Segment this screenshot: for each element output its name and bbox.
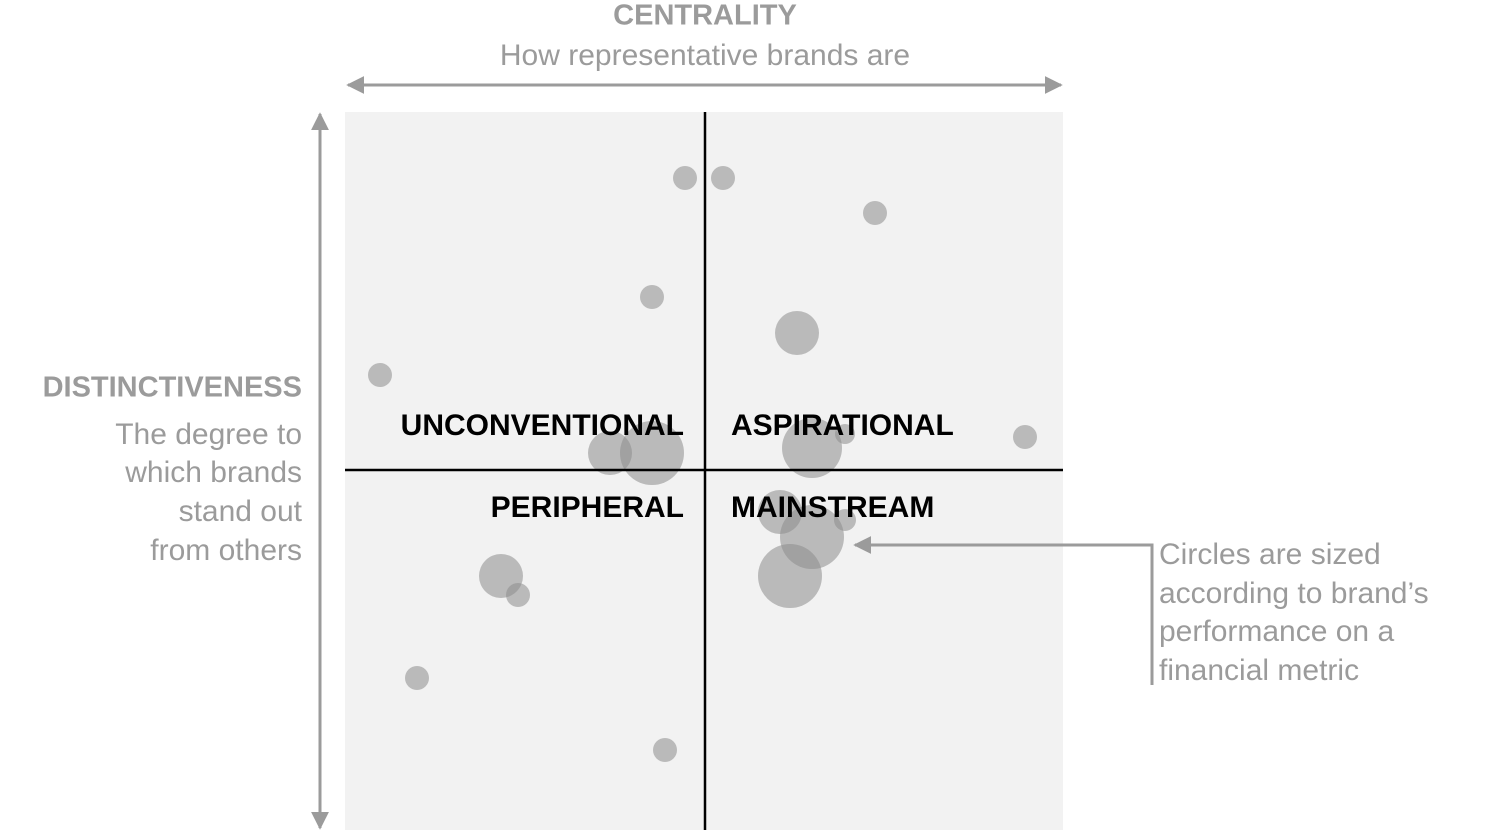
quadrant-label: UNCONVENTIONAL xyxy=(401,409,684,442)
left-axis-title: DISTINCTIVENESS xyxy=(43,372,302,404)
note-line: according to brand’s xyxy=(1159,577,1429,610)
bubbles xyxy=(368,166,1037,762)
left-axis-line: from others xyxy=(150,534,302,567)
bubble xyxy=(673,166,697,190)
left-axis-line: which brands xyxy=(124,456,302,489)
bubble xyxy=(368,363,392,387)
quadrant-label: MAINSTREAM xyxy=(731,491,934,524)
note-line: financial metric xyxy=(1159,654,1359,687)
bubble xyxy=(588,431,632,475)
quadrant-label: ASPIRATIONAL xyxy=(731,409,954,442)
note-line: performance on a xyxy=(1159,615,1394,648)
bubble xyxy=(653,738,677,762)
bubble xyxy=(640,285,664,309)
bubble xyxy=(863,201,887,225)
note-line: Circles are sized xyxy=(1159,538,1381,571)
bubble xyxy=(405,666,429,690)
bubble xyxy=(1013,425,1037,449)
bubble xyxy=(782,418,842,478)
bubble xyxy=(758,544,822,608)
bubble xyxy=(506,583,530,607)
left-axis-line: stand out xyxy=(179,495,303,528)
note-arrow xyxy=(853,536,1154,685)
bubble xyxy=(711,166,735,190)
left-axis-line: The degree to xyxy=(115,418,302,451)
top-axis-subtitle: How representative brands are xyxy=(500,39,910,72)
bubble xyxy=(775,311,819,355)
top-axis-title: CENTRALITY xyxy=(613,0,797,32)
quadrant-label: PERIPHERAL xyxy=(491,491,684,524)
